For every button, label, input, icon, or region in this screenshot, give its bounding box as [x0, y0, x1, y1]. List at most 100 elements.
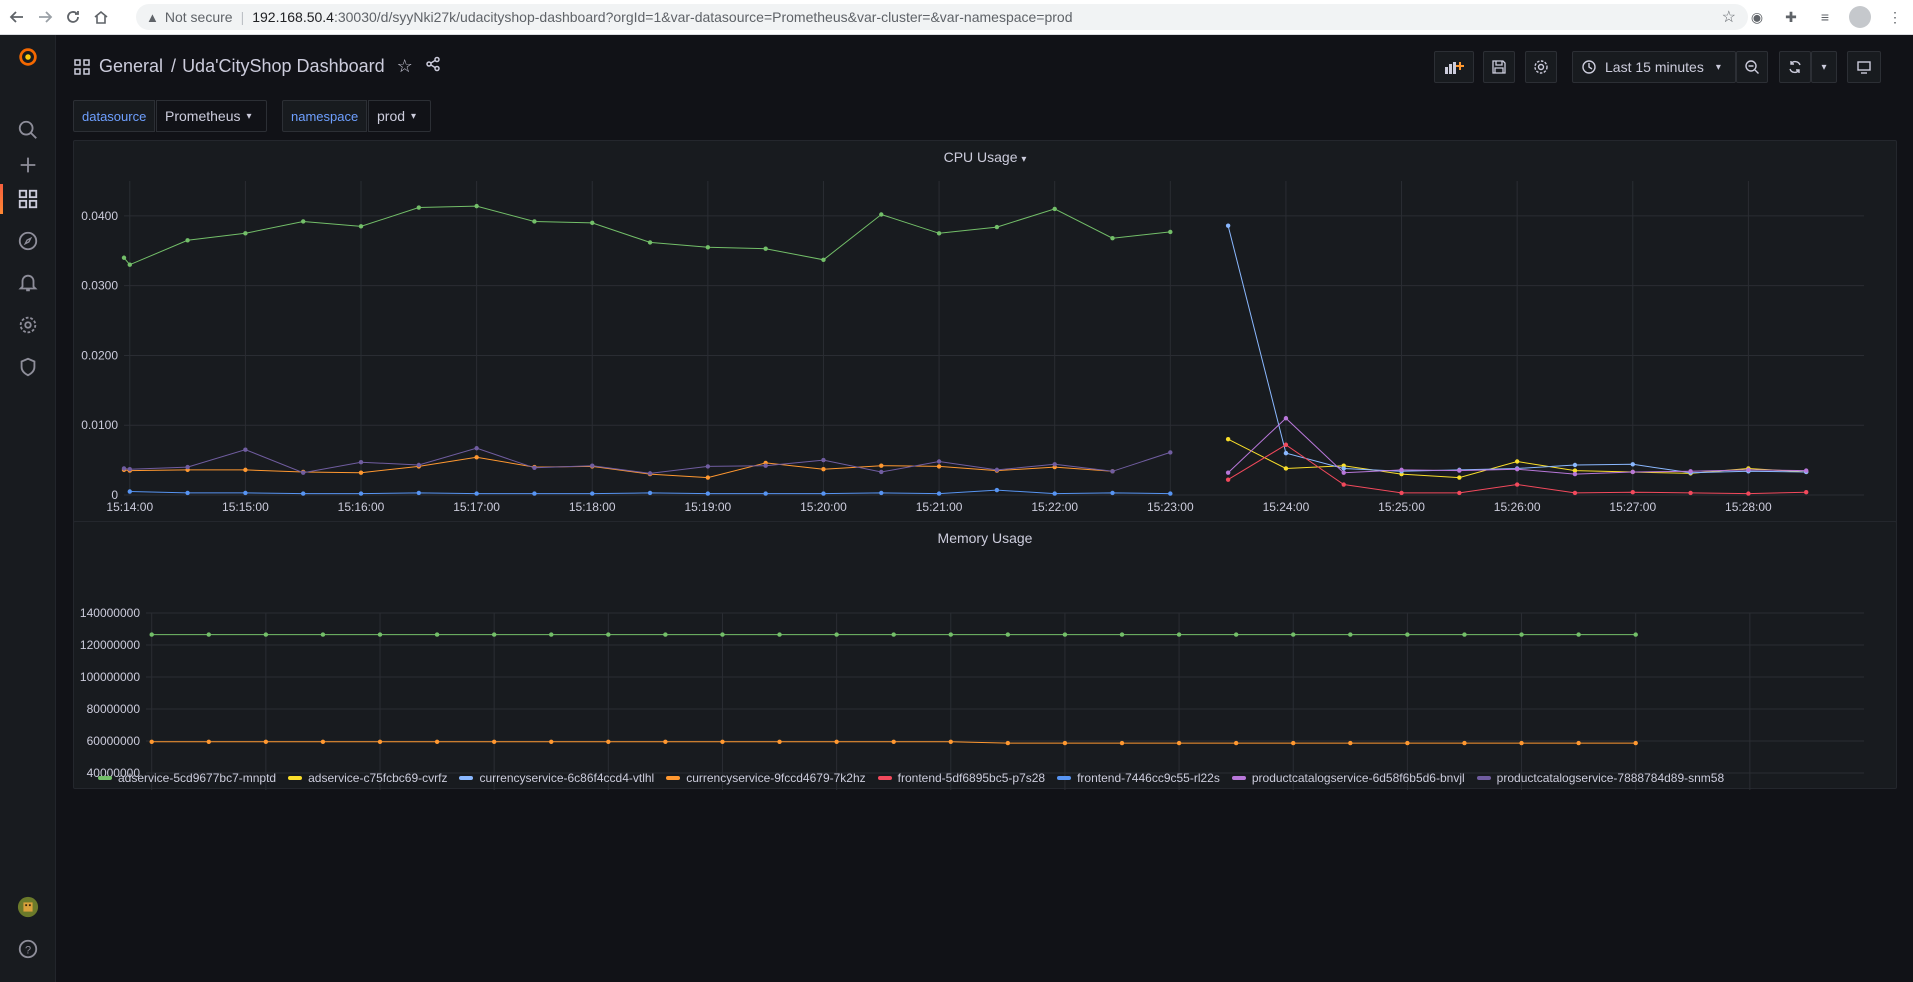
- data-point: [647, 471, 653, 476]
- legend-item[interactable]: adservice-5cd9677bc7-mnptd: [98, 771, 276, 785]
- data-point: [1168, 229, 1173, 235]
- dashboards-icon[interactable]: [14, 185, 42, 213]
- panel-title[interactable]: CPU Usage ▾: [943, 149, 1027, 165]
- panel-title[interactable]: Memory Usage: [937, 530, 1033, 546]
- data-point: [1119, 740, 1125, 746]
- gear-icon[interactable]: [14, 311, 42, 339]
- data-point: [720, 739, 725, 744]
- bell-icon[interactable]: [14, 269, 42, 297]
- refresh-button[interactable]: [1779, 51, 1811, 83]
- data-point: [243, 467, 248, 473]
- series-line-adservice-5cd9677bc7-mnptd: [123, 205, 1171, 266]
- x-tick-label: 15:21:00: [916, 500, 963, 514]
- dashboard-title[interactable]: Uda'CityShop Dashboard: [182, 56, 385, 76]
- variable-select-namespace[interactable]: prod ▾: [368, 100, 431, 132]
- variable-select-datasource[interactable]: Prometheus ▾: [156, 100, 267, 132]
- address-bar[interactable]: ▲ Not secure | 192.168.50.4:30030/d/syyN…: [136, 4, 1748, 30]
- data-point: [532, 219, 537, 224]
- x-tick-label: 15:15:00: [222, 500, 269, 514]
- data-point: [243, 447, 248, 452]
- chevron-down-icon: ▾: [411, 110, 417, 122]
- data-point: [891, 739, 896, 744]
- legend-item[interactable]: frontend-7446cc9c55-rl22s: [1057, 771, 1220, 785]
- data-point: [1630, 469, 1635, 475]
- x-tick-label: 15:26:00: [1494, 500, 1541, 514]
- data-point: [121, 255, 127, 260]
- variable-value-namespace: prod: [377, 108, 406, 124]
- memory-usage-chart[interactable]: 0200000004000000060000000800000001000000…: [74, 522, 1898, 790]
- legend-label: adservice-5cd9677bc7-mnptd: [118, 771, 277, 785]
- legend-label: productcatalogservice-7888784d89-snm58: [1496, 771, 1725, 785]
- data-point: [879, 212, 884, 217]
- legend-label: frontend-7446cc9c55-rl22s: [1077, 771, 1220, 785]
- data-point: [891, 632, 896, 637]
- legend-item[interactable]: frontend-5df6895bc5-p7s28: [877, 771, 1045, 785]
- browser-toolbar: ▲ Not secure | 192.168.50.4:30030/d/syyN…: [0, 0, 1913, 35]
- time-range-picker[interactable]: Last 15 minutes ▾: [1572, 51, 1736, 83]
- dashboard-grid-icon: [74, 58, 90, 75]
- data-point: [821, 457, 826, 463]
- data-point: [1291, 632, 1296, 637]
- dashboard-nav: General / Uda'CityShop Dashboard ☆ Last …: [57, 35, 1913, 101]
- data-point: [474, 203, 479, 209]
- x-tick-label: 15:19:00: [684, 500, 731, 514]
- data-point: [1803, 468, 1809, 473]
- legend-item[interactable]: currencyservice-6c86f4ccd4-vtlhl: [459, 771, 654, 785]
- user-avatar[interactable]: [14, 893, 42, 921]
- data-point: [763, 463, 768, 468]
- share-icon[interactable]: [425, 56, 441, 77]
- data-point: [127, 262, 132, 267]
- data-point: [206, 632, 211, 637]
- kebab-menu-icon[interactable]: ⋮: [1888, 8, 1902, 25]
- refresh-interval-dropdown[interactable]: ▾: [1811, 51, 1837, 83]
- data-point: [1168, 491, 1173, 496]
- media-icon[interactable]: ≡: [1820, 9, 1830, 25]
- explore-icon[interactable]: [14, 227, 42, 255]
- data-point: [1572, 468, 1578, 473]
- data-point: [1110, 490, 1115, 496]
- grafana-logo-icon[interactable]: [14, 43, 42, 71]
- shield-icon[interactable]: [14, 353, 42, 381]
- save-button[interactable]: [1483, 51, 1515, 83]
- data-point: [1462, 632, 1467, 637]
- y-tick-label: 0.0200: [81, 348, 118, 362]
- plus-icon[interactable]: [14, 151, 42, 179]
- data-point: [127, 466, 132, 472]
- reload-icon[interactable]: [62, 6, 84, 28]
- y-tick-label: 0.0100: [81, 418, 118, 432]
- data-point: [301, 470, 306, 475]
- camera-icon[interactable]: ◉: [1750, 8, 1764, 25]
- legend-item[interactable]: currencyservice-9fccd4679-7k2hz: [666, 771, 866, 785]
- data-point: [647, 490, 653, 496]
- data-point: [1062, 632, 1068, 637]
- profile-avatar[interactable]: [1849, 6, 1871, 28]
- legend-item[interactable]: productcatalogservice-7888784d89-snm58: [1476, 771, 1725, 785]
- legend-item[interactable]: productcatalogservice-6d58f6b5d6-bnvjl: [1231, 771, 1465, 785]
- favorite-star-icon[interactable]: ☆: [396, 56, 413, 76]
- y-tick-label: 0: [111, 488, 118, 502]
- y-tick-label: 0.0300: [81, 279, 118, 293]
- data-point: [647, 240, 653, 245]
- legend-item[interactable]: adservice-c75fcbc69-cvrfz: [288, 771, 447, 785]
- home-icon[interactable]: [90, 6, 112, 28]
- zoom-out-button[interactable]: [1736, 51, 1768, 83]
- bookmark-star-icon[interactable]: ☆: [1721, 9, 1736, 26]
- help-icon[interactable]: ?: [14, 935, 42, 963]
- search-icon[interactable]: [14, 116, 42, 144]
- data-point: [1062, 740, 1068, 746]
- settings-gear-button[interactable]: [1525, 51, 1557, 83]
- breadcrumb-folder[interactable]: General: [99, 56, 164, 76]
- forward-icon[interactable]: [34, 6, 56, 28]
- data-point: [663, 739, 668, 744]
- extensions-icon[interactable]: ✚: [1785, 8, 1797, 25]
- data-point: [358, 491, 364, 496]
- warning-icon: ▲: [146, 9, 159, 25]
- back-icon[interactable]: [6, 6, 28, 28]
- data-point: [434, 632, 440, 637]
- add-panel-button[interactable]: [1434, 51, 1474, 83]
- cpu-usage-chart[interactable]: 0 0.0100 0.0200 0.0300 0.0400 15:14:00 15:15:0…: [74, 141, 1898, 547]
- tv-mode-button[interactable]: [1847, 51, 1881, 83]
- chevron-down-icon: ▾: [1715, 61, 1721, 73]
- data-point: [377, 739, 383, 744]
- data-point: [1688, 469, 1693, 474]
